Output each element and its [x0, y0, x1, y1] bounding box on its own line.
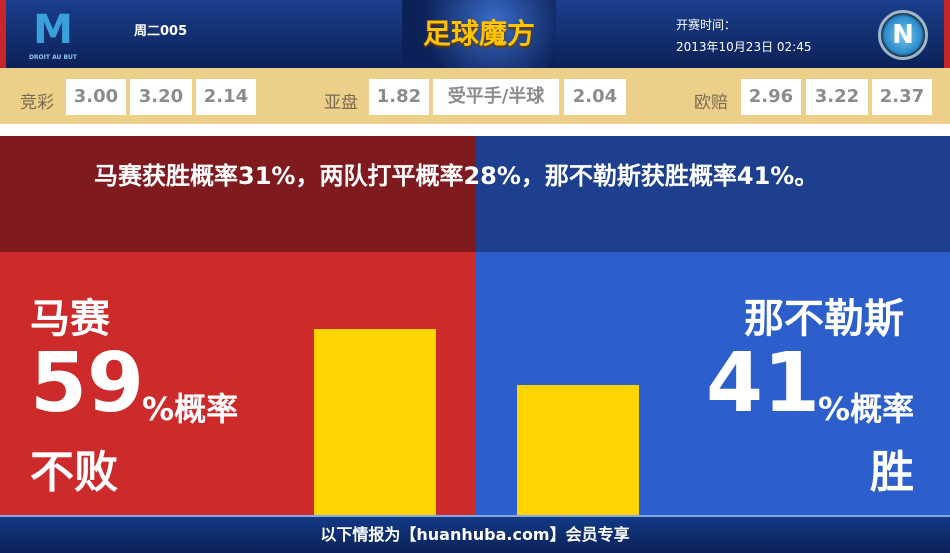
odds-bar: 竞彩 3.00 3.20 2.14 亚盘 1.82 受平手/半球 2.04 欧赔… [0, 68, 950, 130]
asian-home-odds: 1.82 [369, 79, 429, 115]
kickoff-label: 开赛时间： [676, 18, 737, 32]
match-header: M DROIT AU BUT 周二005 足球魔方 开赛时间： 2013年10月2… [0, 0, 950, 68]
euro-away-odds: 2.37 [872, 79, 932, 115]
asian-away-odds: 2.04 [564, 79, 626, 115]
jingcai-label: 竞彩 [20, 93, 54, 113]
away-percent: 41 [706, 336, 821, 431]
member-footer[interactable]: 以下情报为【huanhuba.com】会员专享 [0, 515, 950, 553]
brand-logo: 足球魔方 [402, 0, 556, 68]
jingcai-away-odds: 2.14 [196, 79, 256, 115]
home-outcome: 不败 [30, 447, 118, 498]
napoli-logo: N [878, 10, 928, 60]
away-team-name: 那不勒斯 [744, 296, 904, 342]
home-team-name: 马赛 [30, 296, 110, 342]
euro-label: 欧赔 [694, 93, 728, 113]
home-percent-suffix: %概率 [142, 390, 239, 428]
away-probability-bar [517, 385, 639, 515]
kickoff-time: 2013年10月23日 02:45 [676, 40, 812, 54]
away-percent-suffix: %概率 [818, 390, 915, 428]
match-code: 周二005 [134, 24, 188, 39]
jingcai-home-odds: 3.00 [66, 79, 126, 115]
probability-summary: 马赛获胜概率31%，两队打平概率28%，那不勒斯获胜概率41%。 [94, 162, 819, 190]
marseille-logo: M DROIT AU BUT [28, 7, 78, 61]
summary-bg-home [0, 136, 476, 252]
away-outcome: 胜 [870, 447, 914, 498]
summary-bg-away [476, 136, 950, 252]
jingcai-draw-odds: 3.20 [130, 79, 192, 115]
euro-draw-odds: 3.22 [806, 79, 868, 115]
home-probability-bar [314, 328, 436, 515]
asian-handicap: 受平手/半球 [433, 79, 559, 115]
home-percent: 59 [30, 336, 145, 431]
euro-home-odds: 2.96 [741, 79, 801, 115]
asian-label: 亚盘 [324, 93, 358, 113]
